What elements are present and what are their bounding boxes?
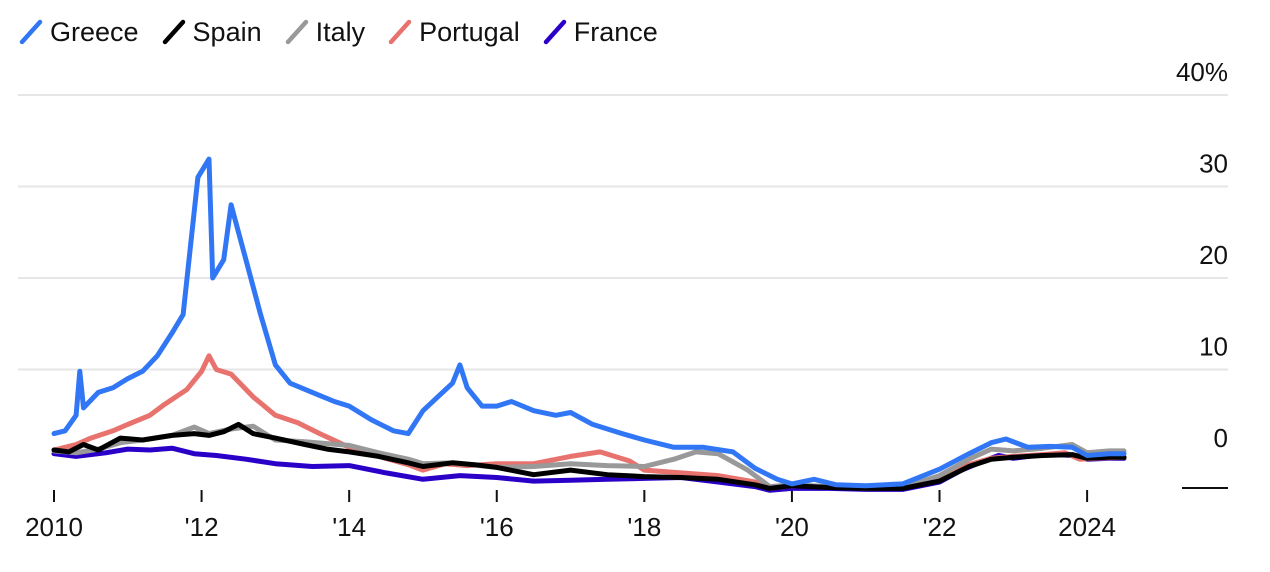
legend-swatch-portugal: [388, 19, 412, 45]
legend-item-spain: Spain: [161, 14, 262, 50]
x-tick-label-2020: '20: [775, 512, 809, 542]
x-tick-label-2024: 2024: [1058, 512, 1116, 542]
legend-label-france: France: [573, 17, 658, 47]
y-tick-label-20: 20: [1199, 240, 1228, 270]
x-tick-label-2016: '16: [480, 512, 514, 542]
x-tick-label-2022: '22: [923, 512, 957, 542]
legend-item-greece: Greece: [18, 14, 139, 50]
legend-item-italy: Italy: [284, 14, 366, 50]
legend-label-spain: Spain: [192, 17, 262, 47]
legend-label-italy: Italy: [315, 17, 366, 47]
y-tick-label-30: 30: [1199, 149, 1228, 179]
legend-label-greece: Greece: [50, 17, 139, 47]
chart-legend: Greece Spain Italy Portugal France: [18, 14, 680, 50]
legend-swatch-france: [543, 19, 566, 45]
legend-label-portugal: Portugal: [419, 17, 520, 47]
series-line-italy: [51, 423, 1127, 491]
legend-item-portugal: Portugal: [387, 14, 520, 50]
y-tick-label-0: 0: [1214, 423, 1228, 453]
x-tick-label-2012: '12: [185, 512, 219, 542]
legend-item-france: France: [542, 14, 658, 50]
y-tick-label-40: 40%: [1176, 57, 1228, 87]
x-tick-label-2014: '14: [332, 512, 366, 542]
legend-swatch-italy: [285, 19, 308, 45]
x-tick-label-2018: '18: [627, 512, 661, 542]
x-tick-label-2010: 2010: [25, 512, 83, 542]
legend-swatch-greece: [19, 19, 43, 45]
series-line-spain: [51, 421, 1127, 491]
legend-swatch-spain: [162, 19, 185, 45]
series-line-greece: [51, 156, 1127, 489]
y-tick-label-10: 10: [1199, 332, 1228, 362]
